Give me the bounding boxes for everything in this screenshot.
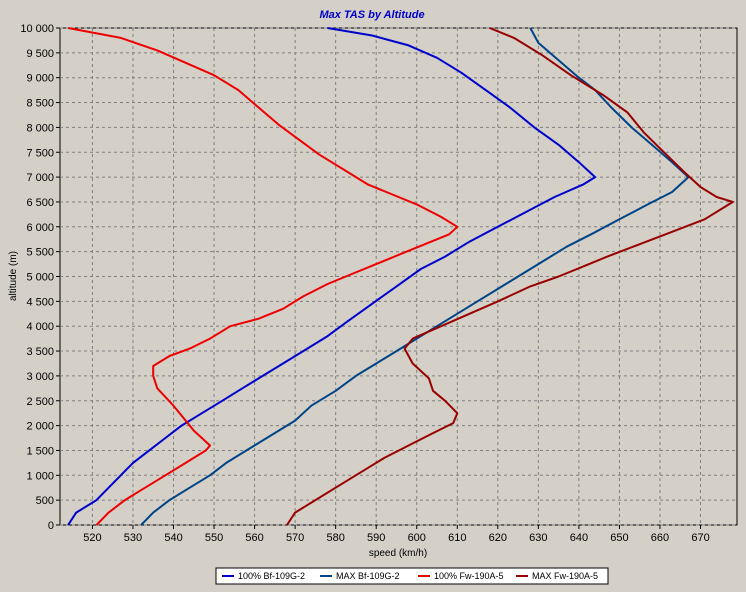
x-tick-label: 550 [205,532,223,544]
legend-label-2: MAX Bf-109G-2 [336,571,400,581]
series-line-1 [67,27,597,526]
series-line-4 [286,27,734,526]
x-tick-label: 600 [408,532,426,544]
x-tick-label: 580 [326,532,344,544]
x-tick-label: 590 [367,532,385,544]
legend-label-1: 100% Bf-109G-2 [238,571,305,581]
y-tick-label: 8 500 [26,98,54,110]
y-axis-label: altitude (m) [8,251,19,301]
x-tick-label: 660 [651,532,669,544]
y-tick-label: 9 500 [26,48,54,60]
y-tick-label: 2 000 [26,421,54,433]
y-tick-label: 7 000 [26,172,54,184]
x-tick-label: 640 [570,532,588,544]
grid [60,27,737,526]
y-tick-label: 9 000 [26,73,54,85]
y-tick-label: 8 000 [26,122,54,134]
x-tick-label: 560 [245,532,263,544]
x-tick-label: 610 [448,532,466,544]
y-tick-label: 5 500 [26,247,54,259]
x-tick-label: 670 [691,532,709,544]
x-tick-label: 530 [124,532,142,544]
y-tick-label: 3 500 [26,346,54,358]
chart-title: Max TAS by Altitude [319,9,424,21]
y-tick-label: 2 500 [26,396,54,408]
x-tick-label: 630 [529,532,547,544]
series-group [67,27,734,526]
x-tick-label: 570 [286,532,304,544]
x-axis-ticks: 520 530 540 550 560 570 580 590 600 610 620 630 640 6… [83,525,710,544]
y-tick-label: 4 500 [26,296,54,308]
x-tick-label: 650 [610,532,628,544]
y-tick-label: 0 [48,520,54,532]
series-line-2 [140,27,690,526]
y-tick-label: 500 [36,495,54,507]
legend-label-3: 100% Fw-190A-5 [434,571,504,581]
legend-box [215,567,609,585]
y-tick-label: 7 500 [26,147,54,159]
y-tick-label: 6 000 [26,222,54,234]
x-axis-label: speed (km/h) [369,548,427,559]
y-tick-label: 5 000 [26,272,54,284]
x-tick-label: 540 [164,532,182,544]
legend-label-4: MAX Fw-190A-5 [532,571,598,581]
series-line-3 [67,27,459,526]
x-tick-label: 620 [489,532,507,544]
y-tick-label: 3 000 [26,371,54,383]
y-tick-label: 1 500 [26,445,54,457]
y-tick-label: 6 500 [26,197,54,209]
x-tick-label: 520 [83,532,101,544]
y-axis-ticks: 0 500 1 000 1 500 2 000 2 500 3 000 3 500 4 000 4… [20,23,60,532]
y-tick-label: 1 000 [26,470,54,482]
y-tick-label: 4 000 [26,321,54,333]
y-tick-label: 10 000 [20,23,54,35]
legend: 100% Bf-109G-2 MAX Bf-109G-2 100% Fw-190A-… [215,567,609,585]
